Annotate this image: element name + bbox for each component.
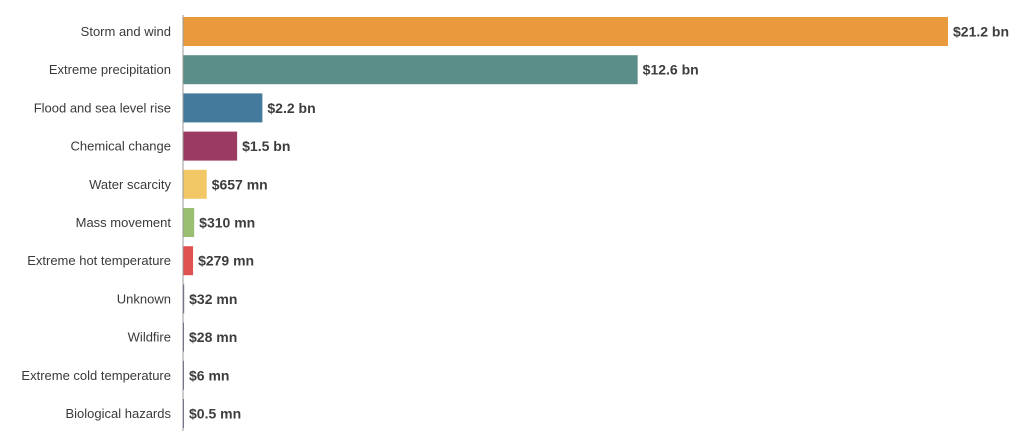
- value-label: $0.5 mn: [189, 406, 241, 422]
- category-labels: Storm and wind Extreme precipitation Flood…: [21, 24, 171, 421]
- bar: [183, 322, 185, 352]
- value-labels: $21.2 bn $12.6 bn $2.2 bn $1.5 bn $657 mn $31…: [189, 24, 1009, 422]
- category-label: Mass movement: [76, 215, 172, 230]
- value-label: $12.6 bn: [643, 62, 699, 78]
- value-label: $310 mn: [199, 215, 255, 231]
- category-label: Biological hazards: [65, 406, 171, 421]
- bar: [183, 284, 185, 314]
- category-label: Chemical change: [71, 139, 171, 154]
- category-label: Storm and wind: [81, 24, 171, 39]
- value-label: $1.5 bn: [242, 138, 290, 154]
- bar: [183, 17, 948, 46]
- category-label: Wildfire: [128, 330, 171, 345]
- category-label: Flood and sea level rise: [34, 100, 171, 115]
- bar: [183, 93, 263, 123]
- bar: [183, 208, 195, 237]
- value-label: $2.2 bn: [267, 100, 315, 116]
- category-label: Extreme cold temperature: [21, 368, 171, 383]
- category-label: Extreme precipitation: [49, 62, 171, 77]
- category-label: Water scarcity: [89, 177, 171, 192]
- bar: [183, 55, 638, 85]
- value-label: $28 mn: [189, 329, 237, 345]
- bars: [183, 17, 948, 428]
- value-label: $32 mn: [189, 291, 237, 307]
- bar: [183, 131, 238, 161]
- value-label: $6 mn: [189, 367, 229, 383]
- value-label: $279 mn: [198, 253, 254, 269]
- category-label: Extreme hot temperature: [27, 253, 171, 268]
- bar: [183, 169, 207, 199]
- category-label: Unknown: [117, 291, 171, 306]
- bar: [183, 246, 194, 276]
- value-label: $21.2 bn: [953, 24, 1009, 40]
- value-label: $657 mn: [212, 176, 268, 192]
